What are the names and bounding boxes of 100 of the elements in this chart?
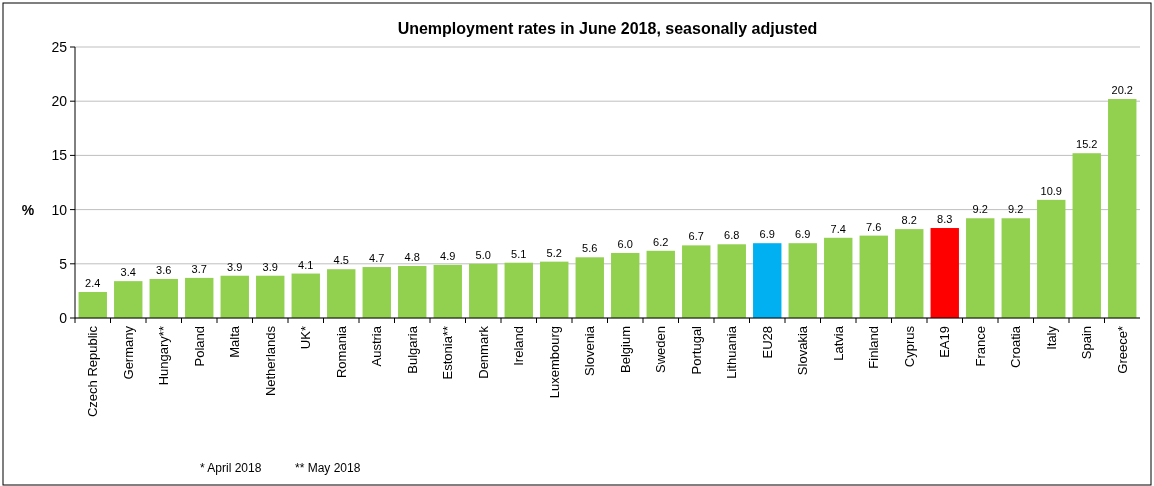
x-tick-label: Germany — [120, 325, 136, 380]
data-label: 2.4 — [85, 276, 101, 289]
data-label: 3.4 — [120, 266, 136, 279]
bar — [1037, 199, 1066, 318]
data-label: 5.2 — [546, 246, 562, 259]
x-tick-label: UK* — [298, 326, 314, 350]
data-label: 7.6 — [866, 220, 882, 233]
x-tick-label: Spain — [1079, 326, 1095, 360]
data-label: 3.9 — [262, 260, 278, 273]
bar — [824, 237, 853, 318]
bar — [717, 244, 746, 318]
x-tick-label: Portugal — [688, 325, 704, 375]
x-tick-label: Luxembourg — [546, 326, 562, 399]
bar — [575, 257, 604, 318]
data-label: 20.2 — [1111, 84, 1133, 97]
bar — [149, 278, 178, 318]
y-tick-label: 0 — [59, 309, 68, 326]
text: * April 2018 — [200, 461, 262, 475]
data-label: 8.2 — [901, 214, 917, 227]
x-tick-label: France — [972, 326, 988, 367]
bar — [362, 267, 391, 318]
data-label: 3.6 — [156, 263, 172, 276]
x-tick-label: Slovakia — [795, 325, 811, 376]
x-tick-label: Malta — [227, 325, 243, 358]
bar — [1001, 218, 1030, 318]
x-tick-label: Romania — [333, 325, 349, 379]
x-tick-label: Lithuania — [724, 325, 740, 379]
bar — [78, 291, 107, 318]
x-tick-label: Cyprus — [901, 325, 917, 368]
data-label: 6.7 — [688, 230, 704, 243]
y-axis-title: % — [21, 201, 35, 218]
x-tick-label: EU28 — [759, 326, 775, 359]
y-tick-label: 5 — [59, 255, 68, 272]
bar — [1072, 153, 1101, 318]
bar — [469, 263, 498, 318]
bar — [114, 281, 143, 318]
bar — [611, 252, 640, 318]
bar — [930, 228, 959, 318]
data-label: 6.9 — [759, 228, 775, 241]
x-tick-label: Latvia — [830, 325, 846, 361]
data-label: 4.7 — [369, 252, 385, 265]
x-tick-label: Hungary** — [156, 326, 172, 386]
data-label: 6.2 — [653, 235, 669, 248]
x-tick-label: Belgium — [617, 326, 633, 373]
x-tick-label: Bulgaria — [404, 325, 420, 374]
data-label: 8.3 — [937, 213, 953, 226]
x-tick-label: Ireland — [511, 326, 527, 366]
y-tick-label: 10 — [51, 201, 68, 218]
y-tick-label: 15 — [51, 147, 68, 164]
data-label: 9.2 — [972, 203, 988, 216]
bar — [540, 261, 569, 318]
bar — [859, 235, 888, 318]
bar — [291, 273, 320, 318]
x-tick-label: Poland — [191, 326, 207, 367]
data-label: 4.8 — [404, 250, 420, 263]
bar — [398, 265, 427, 318]
x-tick-label: Czech Republic — [85, 325, 101, 418]
x-tick-label: EA19 — [937, 326, 953, 358]
data-label: 15.2 — [1076, 138, 1098, 151]
x-tick-label: Greece* — [1114, 326, 1130, 374]
bar — [753, 243, 782, 318]
x-tick-label: Estonia** — [440, 326, 456, 380]
bar — [256, 275, 285, 318]
x-tick-label: Denmark — [475, 325, 491, 379]
bar — [1108, 99, 1137, 318]
bar — [220, 275, 249, 318]
bar — [504, 262, 533, 318]
x-tick-label: Sweden — [653, 326, 669, 373]
data-label: 7.4 — [830, 222, 846, 235]
y-tick-label: 20 — [51, 93, 68, 110]
x-tick-label: Croatia — [1008, 325, 1024, 368]
chart-title: Unemployment rates in June 2018, seasonally adjusted — [397, 20, 818, 37]
data-label: 6.8 — [724, 229, 740, 242]
bar — [895, 229, 924, 318]
data-label: 3.7 — [191, 262, 207, 275]
data-label: 4.9 — [440, 249, 456, 262]
data-label: 4.5 — [333, 254, 349, 267]
y-tick-label: 25 — [51, 38, 68, 55]
bar — [433, 264, 462, 318]
x-tick-label: Finland — [866, 326, 882, 369]
data-label: 5.1 — [511, 247, 527, 260]
bar — [185, 277, 214, 318]
x-tick-label: Italy — [1043, 325, 1059, 350]
data-label: 6.9 — [795, 228, 811, 241]
data-label: 3.9 — [227, 260, 243, 273]
data-label: 9.2 — [1008, 203, 1024, 216]
text: ** May 2018 — [295, 461, 361, 475]
data-label: 5.6 — [582, 242, 598, 255]
x-tick-label: Slovenia — [582, 325, 598, 376]
bar — [966, 218, 995, 318]
bar — [682, 245, 711, 318]
x-tick-label: Netherlands — [262, 325, 278, 397]
data-label: 4.1 — [298, 258, 314, 271]
data-label: 10.9 — [1040, 184, 1062, 197]
bar — [327, 269, 356, 318]
x-tick-label: Austria — [369, 325, 385, 367]
bar — [646, 250, 675, 318]
data-label: 6.0 — [617, 237, 633, 250]
bar — [788, 243, 817, 318]
data-label: 5.0 — [475, 248, 491, 261]
